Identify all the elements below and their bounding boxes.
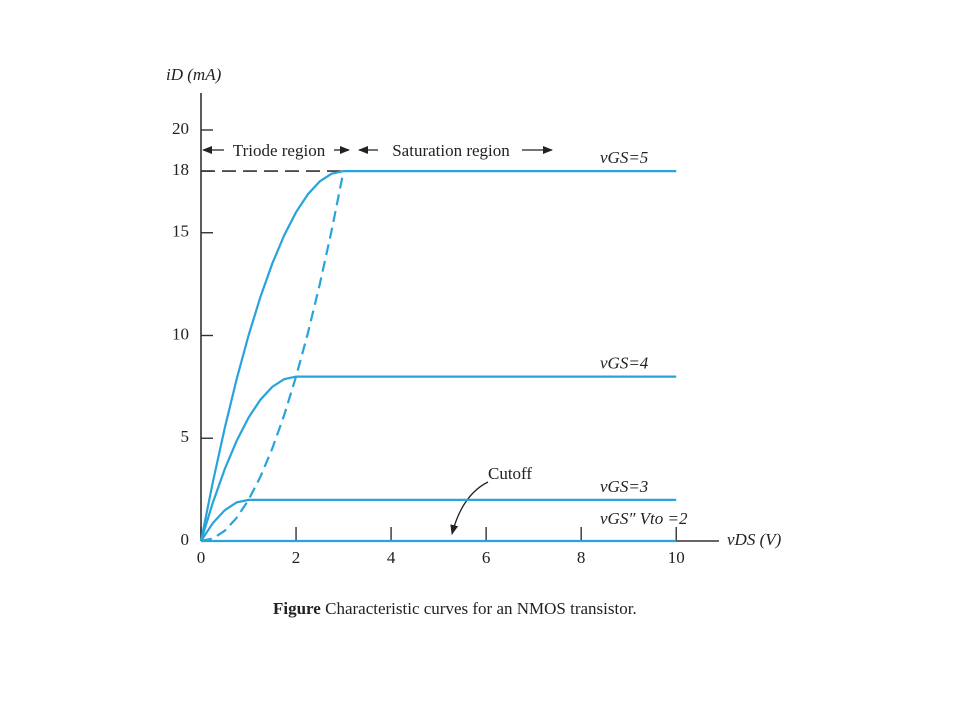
curve	[199, 375, 677, 542]
series-label: vGS=3	[600, 477, 648, 496]
caption-text: Characteristic curves for an NMOS transi…	[325, 599, 637, 618]
y-tick-label: 15	[172, 222, 189, 241]
x-axis-label: vDS (V)	[727, 530, 782, 549]
y-tick-label: 0	[181, 530, 190, 549]
x-tick-label: 8	[577, 548, 586, 567]
curve	[200, 498, 677, 542]
curve	[199, 169, 677, 542]
series-label: vGS=5	[600, 148, 648, 167]
annotation: Triode region	[233, 141, 326, 160]
y-axis-label: iD (mA)	[166, 65, 222, 84]
y-tick-label: 20	[172, 119, 189, 138]
x-tick-label: 0	[197, 548, 206, 567]
y-tick-label: 10	[172, 324, 189, 343]
y-tick-label: 5	[181, 427, 190, 446]
series-label: vGS″ Vto =2	[600, 509, 688, 528]
x-tick-label: 10	[668, 548, 685, 567]
caption: Figure Characteristic curves for an NMOS…	[273, 599, 637, 618]
series-label: vGS=4	[600, 354, 649, 373]
annotation: Cutoff	[488, 464, 532, 483]
arrow	[450, 481, 489, 535]
x-tick-label: 2	[292, 548, 301, 567]
caption-label: Figure	[273, 599, 321, 618]
boundary-curve	[200, 170, 345, 543]
annotation: Saturation region	[392, 141, 510, 160]
y-tick-label: 18	[172, 160, 189, 179]
x-tick-label: 6	[482, 548, 491, 567]
x-tick-label: 4	[387, 548, 396, 567]
